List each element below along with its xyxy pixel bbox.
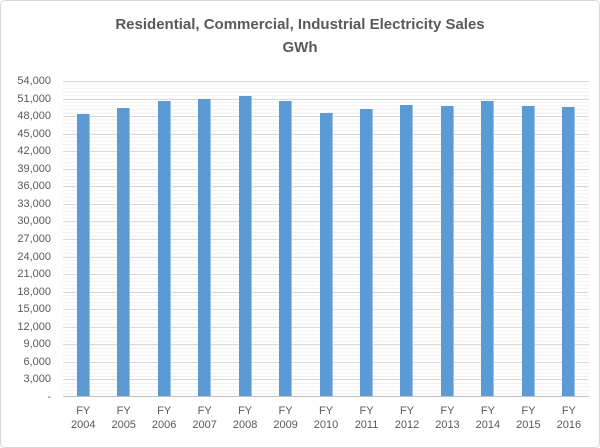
x-tick-label: FY 2011 bbox=[346, 404, 386, 432]
x-tick-label-line: FY bbox=[521, 405, 536, 417]
x-tick-label-line: 2016 bbox=[556, 419, 582, 431]
x-tick-label-line: 2005 bbox=[111, 419, 136, 431]
x-tick-label: FY 2004 bbox=[63, 404, 103, 432]
y-tick-label: 45,000 bbox=[17, 127, 51, 140]
x-tick-label-line: 2012 bbox=[394, 419, 420, 431]
x-tick-label-line: FY bbox=[76, 405, 91, 417]
x-axis: FY 2004 FY 2005 FY 2006 FY 2007 FY 2008 FY 2009 FY 20… bbox=[63, 404, 589, 432]
bar-slot bbox=[144, 81, 184, 397]
x-tick-label-line: FY bbox=[319, 405, 334, 417]
x-tick-label-line: FY bbox=[359, 405, 374, 417]
y-tick-label: - bbox=[47, 391, 51, 403]
x-tick-label-line: 2010 bbox=[313, 419, 339, 431]
y-axis: - 3,000 6,000 9,000 12,000 15,000 18,000 21,000… bbox=[1, 75, 57, 403]
bar-slot bbox=[265, 81, 305, 397]
y-tick-label: 15,000 bbox=[17, 303, 51, 316]
x-tick-label-line: FY bbox=[238, 405, 253, 417]
x-tick-label-line: 2006 bbox=[151, 419, 177, 431]
x-tick-label-line: FY bbox=[561, 405, 576, 417]
x-tick-label: FY 2009 bbox=[265, 404, 305, 432]
x-tick-label-line: 2013 bbox=[435, 419, 460, 431]
x-axis-line bbox=[63, 396, 589, 397]
x-tick-label-line: 2015 bbox=[516, 419, 541, 431]
y-tick-label: 54,000 bbox=[17, 75, 51, 87]
major-gridline bbox=[63, 81, 589, 82]
x-tick-label: FY 2005 bbox=[103, 404, 143, 432]
bar-fy-2008 bbox=[238, 96, 252, 397]
bar-slot bbox=[225, 81, 265, 397]
y-tick-label: 51,000 bbox=[17, 92, 51, 105]
x-tick-label-line: 2004 bbox=[70, 419, 96, 431]
chart-title-line1: Residential, Commercial, Industrial Elec… bbox=[115, 16, 485, 33]
bar-series bbox=[63, 81, 589, 397]
bar-fy-2016 bbox=[562, 107, 576, 397]
y-tick-label: 39,000 bbox=[17, 162, 51, 175]
bar-fy-2012 bbox=[400, 105, 414, 397]
bar-fy-2014 bbox=[481, 100, 495, 397]
y-tick-label: 36,000 bbox=[17, 180, 51, 193]
bar-slot bbox=[63, 81, 103, 397]
major-gridline bbox=[63, 98, 589, 100]
x-tick-label: FY 2014 bbox=[468, 404, 508, 432]
x-tick-label-line: 2007 bbox=[192, 419, 217, 431]
y-tick-label: 24,000 bbox=[17, 250, 51, 263]
x-tick-label-line: FY bbox=[440, 405, 455, 417]
y-tick-label: 9,000 bbox=[23, 338, 51, 351]
bar-slot bbox=[306, 81, 346, 397]
y-tick-label: 33,000 bbox=[17, 197, 51, 210]
bar-slot bbox=[549, 81, 589, 397]
bar-fy-2005 bbox=[117, 107, 131, 397]
plot-area bbox=[63, 81, 589, 397]
x-tick-label: FY 2007 bbox=[184, 404, 224, 432]
x-tick-label-line: FY bbox=[157, 405, 172, 417]
y-tick-label: 21,000 bbox=[17, 268, 51, 281]
bar-fy-2004 bbox=[76, 113, 90, 397]
bar-slot bbox=[468, 81, 508, 397]
chart-title-line2: GWh bbox=[282, 39, 318, 56]
bar-fy-2009 bbox=[279, 101, 293, 397]
x-tick-label: FY 2016 bbox=[549, 404, 589, 432]
x-tick-label-line: FY bbox=[399, 405, 415, 417]
bar-slot bbox=[387, 81, 427, 397]
bar-fy-2011 bbox=[360, 109, 374, 397]
y-tick-label: 48,000 bbox=[17, 110, 51, 123]
x-tick-label: FY 2008 bbox=[225, 404, 265, 432]
y-tick-label: 3,000 bbox=[23, 373, 51, 386]
y-tick-label: 12,000 bbox=[17, 320, 51, 333]
x-tick-label-line: FY bbox=[480, 405, 495, 417]
bar-fy-2010 bbox=[319, 113, 333, 397]
x-tick-label: FY 2006 bbox=[144, 404, 184, 432]
y-tick-label: 42,000 bbox=[17, 145, 51, 158]
x-tick-label: FY 2010 bbox=[306, 404, 346, 432]
x-tick-label-line: 2008 bbox=[232, 419, 258, 431]
x-tick-label-line: FY bbox=[197, 405, 212, 417]
y-tick-label: 18,000 bbox=[17, 285, 51, 298]
y-tick-label: 6,000 bbox=[23, 355, 51, 368]
y-tick-label: 30,000 bbox=[17, 215, 51, 228]
x-tick-label-line: FY bbox=[116, 405, 131, 417]
bar-slot bbox=[508, 81, 548, 397]
bar-fy-2006 bbox=[157, 100, 171, 397]
bar-slot bbox=[184, 81, 224, 397]
x-tick-label: FY 2012 bbox=[387, 404, 427, 432]
y-tick-label: 27,000 bbox=[17, 233, 51, 245]
bar-fy-2007 bbox=[198, 99, 212, 397]
x-tick-label-line: 2009 bbox=[273, 419, 298, 431]
bar-slot bbox=[103, 81, 143, 397]
x-tick-label: FY 2013 bbox=[427, 404, 467, 432]
chart-title: Residential, Commercial, Industrial Elec… bbox=[1, 13, 599, 59]
bar-slot bbox=[427, 81, 467, 397]
bar-fy-2015 bbox=[521, 105, 535, 397]
x-tick-label: FY 2015 bbox=[508, 404, 548, 432]
x-tick-label-line: FY bbox=[278, 405, 293, 417]
x-tick-label-line: 2014 bbox=[475, 419, 501, 431]
bar-fy-2013 bbox=[440, 106, 454, 397]
x-tick-label-line: 2011 bbox=[354, 419, 379, 431]
bar-slot bbox=[346, 81, 386, 397]
